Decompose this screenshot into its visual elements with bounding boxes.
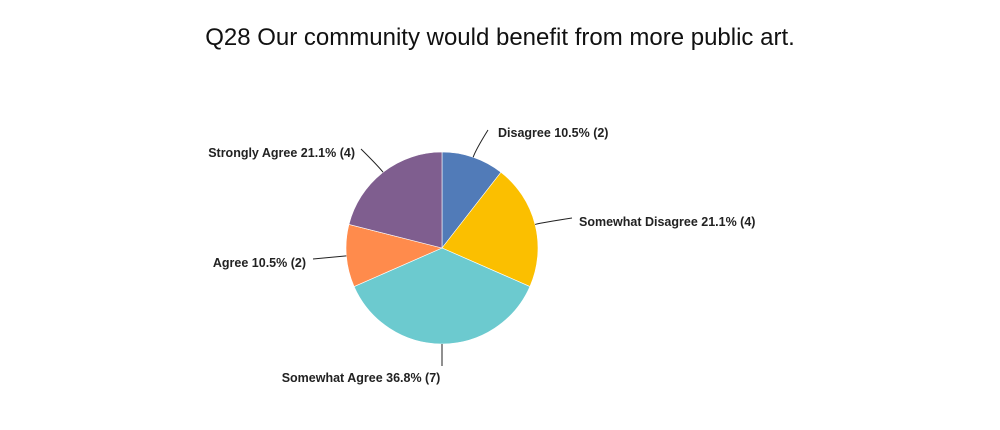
slice-label-strongly-agree: Strongly Agree 21.1% (4): [208, 146, 355, 160]
slice-labels: Disagree 10.5% (2) Somewhat Disagree 21.1…: [208, 126, 755, 385]
chart-title: Q28 Our community would benefit from mor…: [205, 24, 795, 51]
leader-line-strongly-agree: [360, 148, 384, 173]
pie-slices: [345, 151, 539, 345]
pie-slice-somewhat-disagree: [441, 171, 539, 287]
slice-label-disagree: Disagree 10.5% (2): [498, 126, 608, 140]
slice-label-somewhat-agree: Somewhat Agree 36.8% (7): [282, 371, 441, 385]
leader-line-agree: [312, 255, 347, 260]
leader-line-somewhat-disagree: [534, 217, 573, 225]
pie-slice-strongly-agree: [348, 151, 443, 249]
slice-label-agree: Agree 10.5% (2): [213, 256, 306, 270]
leader-lines: [312, 129, 573, 366]
slice-label-somewhat-disagree: Somewhat Disagree 21.1% (4): [579, 215, 755, 229]
pie-slice-somewhat-agree: [353, 247, 531, 345]
leader-line-disagree: [472, 129, 489, 158]
